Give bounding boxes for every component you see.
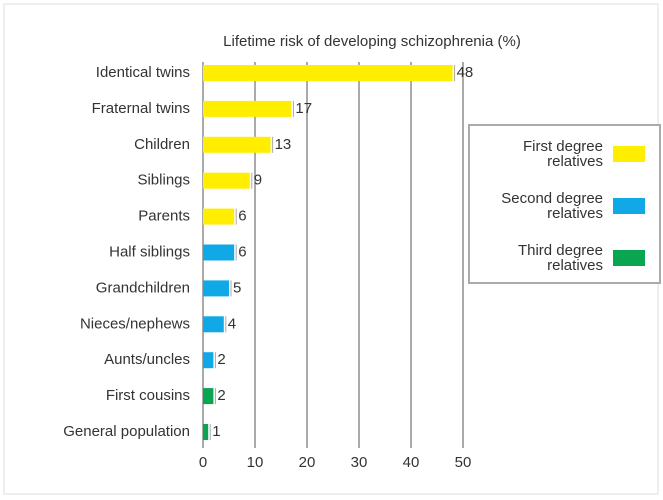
bar	[203, 424, 209, 440]
legend-label: First degree relatives	[522, 138, 603, 170]
legend-label: Second degree relatives	[501, 190, 603, 222]
x-tick-label: 30	[351, 454, 368, 471]
y-tick-label: Children	[134, 136, 190, 153]
y-tick-label: Siblings	[137, 172, 190, 189]
value-label: 1	[212, 423, 220, 440]
value-label: 4	[228, 315, 236, 332]
value-label: 6	[238, 208, 246, 225]
value-label: 13	[275, 136, 292, 153]
bar	[203, 352, 214, 369]
value-label: 5	[233, 279, 241, 296]
legend-swatch	[613, 250, 645, 266]
bar	[203, 244, 235, 261]
x-tick-label: 10	[247, 454, 264, 471]
bar	[203, 316, 224, 333]
y-tick-label: Grandchildren	[96, 279, 190, 296]
value-label: 9	[254, 172, 262, 189]
value-label: 2	[217, 387, 225, 404]
bar	[203, 100, 292, 117]
chart-title: Lifetime risk of developing schizophreni…	[223, 33, 521, 50]
legend-label: Third degree relatives	[517, 242, 603, 274]
legend-swatch	[613, 146, 645, 162]
y-tick-label: First cousins	[106, 387, 190, 404]
y-tick-label: Nieces/nephews	[80, 315, 190, 332]
y-tick-label: Fraternal twins	[92, 100, 190, 117]
x-tick-label: 40	[403, 454, 420, 471]
legend-swatch	[613, 198, 645, 214]
bar	[203, 388, 214, 405]
y-tick-label: General population	[63, 423, 190, 440]
bar	[203, 172, 250, 189]
x-tick-label: 50	[455, 454, 472, 471]
value-label: 2	[217, 351, 225, 368]
value-label: 6	[238, 243, 246, 260]
bar	[203, 280, 229, 297]
y-tick-label: Identical twins	[96, 64, 190, 81]
y-tick-label: Half siblings	[109, 243, 190, 260]
value-label: 48	[457, 64, 474, 81]
bar	[203, 208, 235, 225]
y-tick-label: Aunts/uncles	[104, 351, 190, 368]
bar	[203, 136, 271, 153]
x-tick-label: 0	[199, 454, 207, 471]
x-tick-label: 20	[299, 454, 316, 471]
value-label: 17	[295, 100, 312, 117]
y-tick-label: Parents	[138, 208, 190, 225]
bar	[203, 65, 453, 81]
